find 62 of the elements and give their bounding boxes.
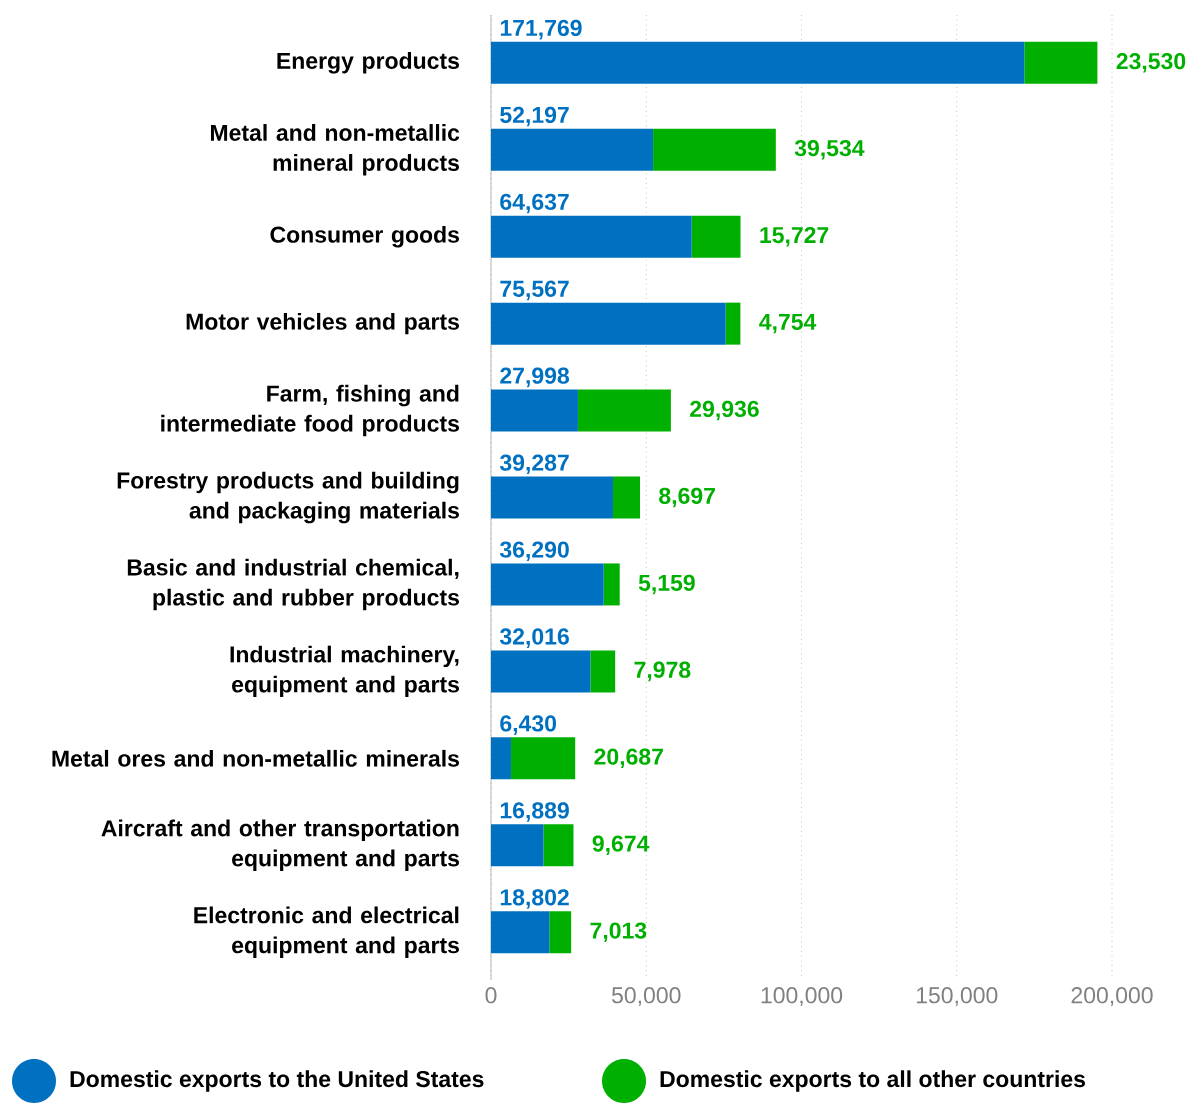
bar: [543, 824, 574, 867]
bar: [1024, 41, 1098, 84]
y-tick-label: Energy products: [277, 52, 459, 74]
data-label: 8,697: [659, 487, 715, 508]
data-label: 18,802: [500, 889, 569, 909]
x-tick-label: 150,000: [916, 987, 998, 1007]
bar: [491, 650, 591, 693]
data-label: 75,567: [500, 280, 569, 301]
data-label: 39,287: [499, 454, 569, 475]
x-tick-label: 100,000: [761, 987, 843, 1007]
data-label: 171,769: [500, 19, 582, 40]
y-tick-label: Industrial machinery, equipment and parts: [230, 645, 459, 698]
data-label: 5,159: [638, 574, 695, 595]
data-label: 64,637: [500, 193, 569, 214]
data-label: 20,687: [594, 748, 663, 769]
data-label: 9,674: [592, 835, 650, 856]
x-tick-label: 200,000: [1071, 987, 1153, 1007]
x-tick-label: 50,000: [611, 987, 681, 1007]
bar: [491, 824, 544, 867]
y-tick-label: Forestry products and building and packaging materials: [117, 471, 459, 524]
bar: [725, 302, 741, 345]
bar: [491, 737, 511, 780]
bar: [491, 41, 1025, 84]
bar: [491, 563, 604, 606]
y-tick-label: Farm, fishing and intermediate food products: [161, 384, 459, 437]
y-tick-label: Electronic and electrical equipment and parts: [194, 906, 459, 958]
data-label: 32,016: [499, 628, 569, 648]
bar: [491, 302, 726, 345]
bar: [691, 215, 741, 258]
data-label: 52,197: [500, 106, 569, 127]
bar: [491, 215, 692, 258]
y-tick-label: Metal ores and non-metallic minerals: [52, 749, 459, 767]
y-tick-label: Basic and industrial chemical, plastic and rubber products: [127, 558, 459, 611]
y-tick-label: Motor vehicles and parts: [186, 312, 459, 335]
bar: [491, 128, 654, 171]
bar: [577, 389, 671, 432]
legend-label: Domestic exports to all other countries: [660, 1070, 1085, 1092]
bar: [590, 650, 616, 693]
bar: [653, 128, 776, 171]
data-label: 15,727: [760, 226, 829, 247]
data-label: 7,013: [590, 922, 647, 942]
data-label: 6,430: [500, 715, 557, 735]
y-tick-label: Aircraft and other transportation equipment and parts: [101, 819, 459, 871]
y-tick-label: Metal and non-metallic mineral products: [210, 124, 460, 176]
bar: [612, 476, 640, 519]
data-label: 7,978: [634, 661, 691, 682]
data-label: 16,889: [500, 802, 569, 822]
legend-label: Domestic exports to the United States: [70, 1070, 484, 1092]
data-label: 36,290: [499, 541, 569, 562]
bar: [510, 737, 576, 780]
bar: [549, 911, 572, 954]
y-tick-label: Consumer goods: [270, 225, 459, 248]
bar: [491, 389, 578, 432]
bar: [603, 563, 620, 606]
x-tick-label: 0: [485, 987, 497, 1004]
data-label: 27,998: [500, 367, 570, 388]
data-label: 39,534: [794, 139, 865, 160]
bar: [491, 911, 550, 954]
data-label: 23,530: [1116, 53, 1186, 73]
data-label: 4,754: [759, 313, 817, 334]
bar: [491, 476, 613, 519]
data-label: 29,936: [690, 400, 759, 421]
